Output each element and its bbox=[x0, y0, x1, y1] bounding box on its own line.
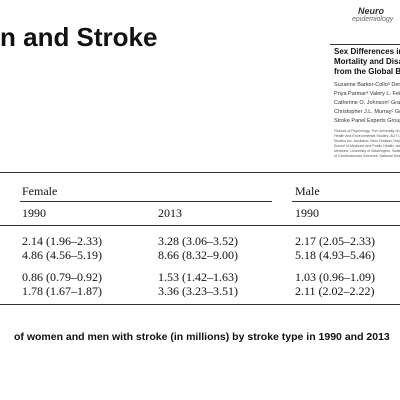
paper-title: Mortality and Disa bbox=[334, 57, 400, 66]
year-header: 2013 bbox=[158, 206, 182, 220]
table-cell: 3.36 (3.23–3.51) bbox=[158, 284, 238, 298]
rule bbox=[0, 304, 400, 305]
table-cell: 1.78 (1.67–1.87) bbox=[22, 284, 102, 298]
author-line: Priya Parmarᵃ Valery L. Feig bbox=[334, 91, 400, 97]
table-cell: 1.03 (0.96–1.09) bbox=[295, 270, 375, 284]
year-header: 1990 bbox=[295, 206, 319, 220]
table-cell: 2.17 (2.05–2.33) bbox=[295, 234, 375, 248]
rule bbox=[330, 44, 400, 45]
group-header: Male bbox=[295, 184, 320, 198]
slide-title: n and Stroke bbox=[0, 22, 158, 52]
table-cell: 8.66 (8.32–9.00) bbox=[158, 248, 238, 262]
journal-logo: Neuro bbox=[358, 6, 385, 16]
paper-title: Sex Differences in bbox=[334, 47, 400, 56]
affiliation-line: Medicine, University of Washington, Seat… bbox=[334, 149, 400, 153]
affiliation-line: Health and Environmental Studies, AUT U bbox=[334, 134, 400, 138]
journal-logo: epidemiology bbox=[352, 16, 394, 23]
table-cell: 1.53 (1.42–1.63) bbox=[158, 270, 238, 284]
rule bbox=[0, 225, 400, 226]
affiliation-line: Studies Inc, Auckland, New Zealand; Depa… bbox=[334, 139, 400, 143]
author-line: Christopher J.L. Murrayᶜ Gre bbox=[334, 109, 400, 115]
rule bbox=[292, 201, 400, 202]
caption: of women and men with stroke (in million… bbox=[14, 331, 390, 343]
author-line: Stroke Panel Experts Group bbox=[334, 118, 400, 124]
author-line: Suzanne Barker-Colloᵃ Dern bbox=[334, 82, 400, 88]
affiliation-line: School of Medicine and Public Health, an… bbox=[334, 144, 400, 148]
table-cell: 2.11 (2.02–2.22) bbox=[295, 284, 375, 298]
group-header: Female bbox=[22, 184, 58, 198]
table-cell: 5.18 (4.93–5.46) bbox=[295, 248, 375, 262]
paper-title: from the Global Bu bbox=[334, 67, 400, 76]
affiliation-line: of Cardiovascular Sciences, National Hea… bbox=[334, 154, 400, 158]
author-line: Catherine O. Johnsonᶜ Gran bbox=[334, 100, 400, 106]
affiliation-line: ᵃSchool of Psychology, The University of… bbox=[334, 129, 400, 133]
rule bbox=[20, 201, 272, 202]
table-cell: 2.14 (1.96–2.33) bbox=[22, 234, 102, 248]
rule bbox=[0, 172, 400, 173]
year-header: 1990 bbox=[22, 206, 46, 220]
table-cell: 4.86 (4.56–5.19) bbox=[22, 248, 102, 262]
table-cell: 3.28 (3.06–3.52) bbox=[158, 234, 238, 248]
table-cell: 0.86 (0.79–0.92) bbox=[22, 270, 102, 284]
